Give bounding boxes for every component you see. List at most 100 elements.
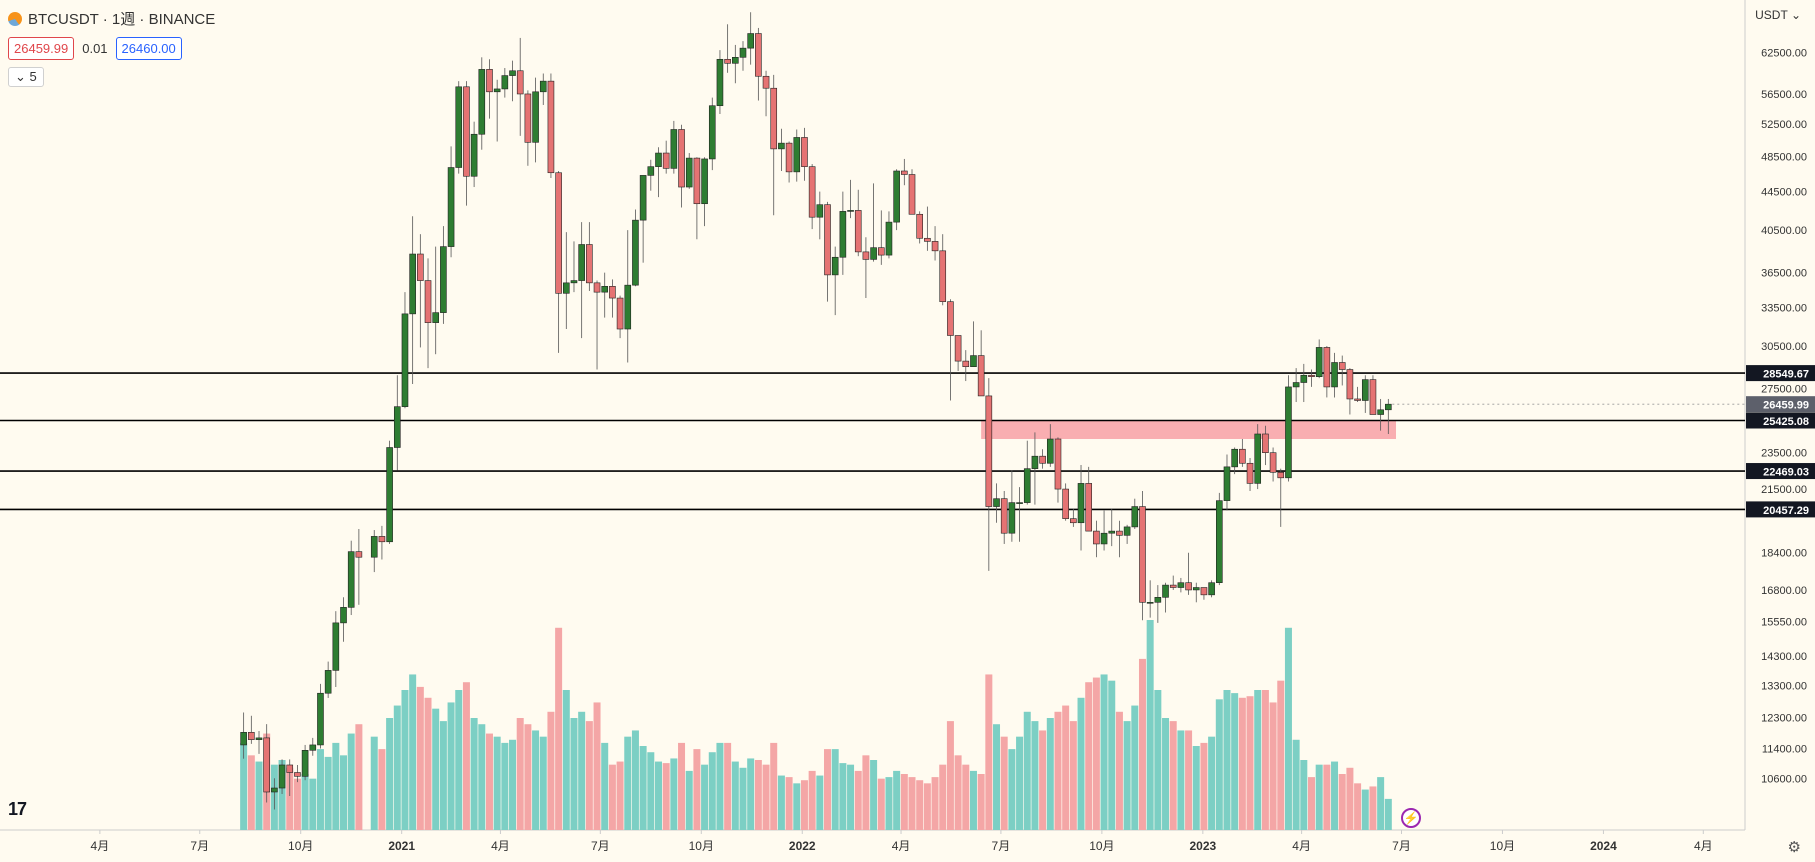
candle — [831, 256, 839, 276]
candle — [440, 246, 447, 313]
candle — [739, 47, 747, 58]
level-label: 22469.03 — [1763, 467, 1809, 479]
candle — [1246, 462, 1254, 484]
volume-bar — [854, 770, 862, 830]
symbol-legend[interactable]: BTCUSDT · 1週 · BINANCE — [8, 8, 215, 29]
volume-bar — [401, 690, 409, 830]
candle — [493, 88, 501, 93]
price-tick-label: 44500.00 — [1761, 187, 1807, 199]
candle — [248, 732, 255, 740]
gear-icon[interactable]: ⚙ — [1787, 839, 1801, 856]
time-tick-label: 4月 — [491, 839, 510, 853]
candle — [509, 70, 516, 76]
spread-value: 0.01 — [82, 41, 108, 56]
candle — [1239, 448, 1246, 464]
candle — [1054, 438, 1062, 490]
volume-bar — [831, 749, 839, 830]
time-tick-label: 2023 — [1189, 839, 1216, 853]
volume-bar — [1307, 777, 1315, 830]
price-axis-panel — [1745, 0, 1815, 862]
level-label-bg — [1746, 463, 1815, 480]
volume-bar — [1361, 789, 1369, 830]
candle — [286, 764, 294, 773]
candle — [793, 137, 801, 173]
price-tick-label: 15550.00 — [1761, 617, 1807, 629]
candle — [340, 607, 347, 624]
volume-bar — [1292, 739, 1300, 830]
candle — [547, 80, 555, 174]
candle — [539, 80, 547, 93]
sell-button[interactable]: 26459.99 — [8, 37, 75, 60]
volume-bar — [716, 742, 724, 830]
candle — [877, 247, 885, 256]
candle — [970, 355, 977, 368]
volume-bar — [862, 755, 870, 830]
volume-bar — [1046, 718, 1054, 830]
candle — [647, 166, 655, 176]
volume-bar — [370, 736, 378, 830]
volume-bar — [762, 764, 770, 830]
volume-bar — [1277, 680, 1285, 830]
volume-bar — [1108, 680, 1116, 830]
candle — [294, 772, 301, 777]
volume-bar — [647, 752, 655, 830]
candle — [785, 142, 793, 173]
volume-bar — [1284, 627, 1292, 830]
price-tick-label: 56500.00 — [1761, 89, 1807, 101]
volume-bar — [916, 780, 924, 830]
volume-bar — [824, 749, 832, 830]
candle — [309, 744, 317, 751]
indicators-toggle[interactable]: ⌄ 5 — [8, 67, 44, 87]
volume-bar — [939, 764, 947, 830]
candle — [1070, 518, 1077, 524]
candle — [655, 152, 662, 167]
candle — [563, 282, 570, 294]
candle — [624, 284, 632, 330]
chevron-down-icon: ⌄ — [1790, 8, 1801, 22]
candle — [985, 395, 993, 507]
volume-bar — [839, 763, 847, 830]
time-tick-label: 4月 — [1292, 839, 1311, 853]
time-tick-label: 2021 — [388, 839, 415, 853]
volume-bar — [969, 770, 977, 830]
price-tick-label: 11400.00 — [1762, 744, 1807, 756]
candle — [570, 280, 578, 284]
time-tick-label: 2022 — [789, 839, 816, 853]
volume-bar — [478, 724, 486, 830]
lightning-icon[interactable]: ⚡ — [1401, 808, 1421, 828]
candle — [1016, 502, 1023, 504]
price-tick-label: 14300.00 — [1761, 651, 1807, 663]
candle — [762, 75, 770, 89]
volume-bar — [923, 783, 931, 830]
candle — [1385, 403, 1392, 411]
volume-bar — [455, 690, 463, 830]
candle — [1077, 483, 1085, 524]
candle — [1354, 398, 1361, 401]
candle — [716, 58, 724, 107]
candle — [1169, 584, 1177, 588]
candle — [1139, 506, 1146, 603]
volume-bar — [977, 774, 985, 830]
candle — [347, 551, 355, 608]
volume-bar — [485, 733, 493, 830]
candle — [632, 219, 639, 286]
buy-button[interactable]: 26460.00 — [115, 37, 182, 60]
currency-selector[interactable]: USDT ⌄ — [1755, 8, 1801, 22]
candle — [1108, 530, 1116, 534]
volume-bar — [501, 742, 509, 830]
tradingview-logo[interactable]: 17 — [8, 799, 27, 819]
volume-bar — [1000, 736, 1008, 830]
volume-bar — [701, 764, 709, 830]
time-tick-label: 7月 — [190, 839, 209, 853]
candle — [263, 737, 270, 793]
candle — [916, 213, 923, 239]
volume-bar — [1039, 730, 1047, 830]
level-label-bg — [1746, 365, 1815, 382]
volume-bar — [1231, 693, 1239, 830]
candle — [670, 129, 678, 169]
volume-bar — [1092, 677, 1100, 830]
candle — [1085, 483, 1093, 532]
volume-bar — [1054, 711, 1062, 830]
candle — [854, 210, 862, 253]
